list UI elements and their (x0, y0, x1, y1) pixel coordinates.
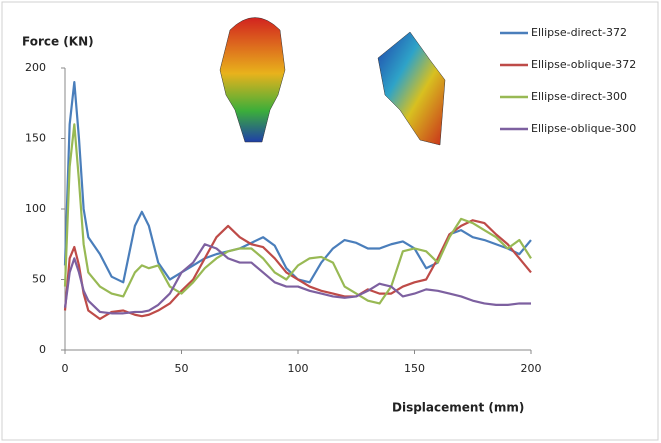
legend-label: Ellipse-direct-300 (531, 90, 627, 103)
legend-label: Ellipse-oblique-372 (531, 58, 636, 71)
x-tick-label: 150 (404, 362, 425, 375)
legend-label: Ellipse-direct-372 (531, 26, 627, 39)
chart: Force (KN) Displacement (mm) 0 50 100 150 20… (0, 0, 661, 443)
x-tick-label: 100 (288, 362, 309, 375)
y-tick-label: 100 (25, 202, 46, 215)
chart-title: Force (KN) (22, 35, 94, 49)
y-tick-label: 150 (25, 132, 46, 145)
x-tick-label: 50 (175, 362, 189, 375)
y-tick-label: 0 (39, 343, 46, 356)
x-tick-label: 0 (62, 362, 69, 375)
x-tick-label: 200 (521, 362, 542, 375)
legend-label: Ellipse-oblique-300 (531, 122, 636, 135)
y-tick-label: 50 (32, 273, 46, 286)
y-tick-label: 200 (25, 61, 46, 74)
x-axis-title: Displacement (mm) (392, 401, 524, 415)
